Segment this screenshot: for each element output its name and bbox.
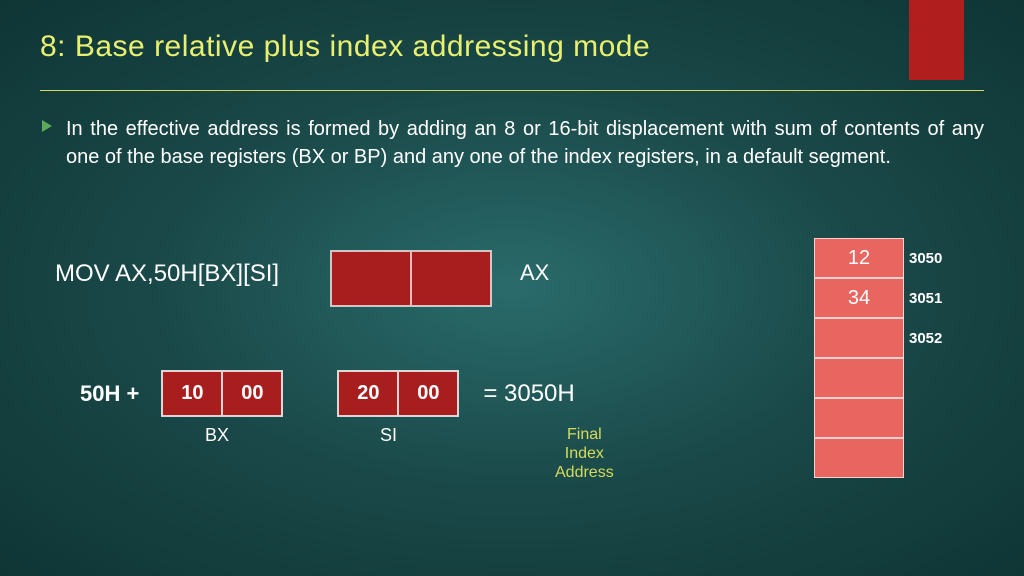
mem-cell-5 (814, 438, 904, 478)
mem-addr-3 (909, 358, 964, 398)
eq-result: = 3050H (483, 380, 574, 408)
memory-column: 12 34 (814, 238, 904, 478)
mem-cell-3 (814, 358, 904, 398)
mem-addr-4 (909, 398, 964, 438)
ax-register-box (330, 250, 492, 307)
ax-high-byte (331, 251, 411, 306)
triangle-bullet-icon (40, 119, 54, 133)
mem-addr-5 (909, 438, 964, 478)
mem-cell-4 (814, 398, 904, 438)
si-high: 20 (338, 371, 398, 416)
mem-addr-2: 3052 (909, 318, 964, 358)
eq-prefix: 50H + (80, 381, 139, 407)
si-low: 00 (398, 371, 458, 416)
si-label: SI (380, 425, 397, 446)
ax-label: AX (520, 260, 549, 286)
mem-cell-0: 12 (814, 238, 904, 278)
slide-title: 8: Base relative plus index addressing m… (40, 30, 650, 64)
title-divider (40, 90, 984, 91)
mem-cell-1: 34 (814, 278, 904, 318)
instruction-text: MOV AX,50H[BX][SI] (55, 260, 279, 288)
body-text: In the effective address is formed by ad… (66, 115, 984, 171)
bullet-row: In the effective address is formed by ad… (40, 115, 984, 171)
bx-label: BX (205, 425, 229, 446)
accent-tab (909, 0, 964, 80)
mem-addr-0: 3050 (909, 238, 964, 278)
final-address-label: Final Index Address (555, 425, 614, 483)
ax-low-byte (411, 251, 491, 306)
bx-low: 00 (222, 371, 282, 416)
bx-high: 10 (162, 371, 222, 416)
mem-addr-1: 3051 (909, 278, 964, 318)
memory-address-column: 3050 3051 3052 (909, 238, 964, 478)
si-register-box: 20 00 (337, 370, 459, 417)
bx-register-box: 10 00 (161, 370, 283, 417)
mem-cell-2 (814, 318, 904, 358)
equation-row: 50H + 10 00 20 00 = 3050H (80, 370, 575, 417)
